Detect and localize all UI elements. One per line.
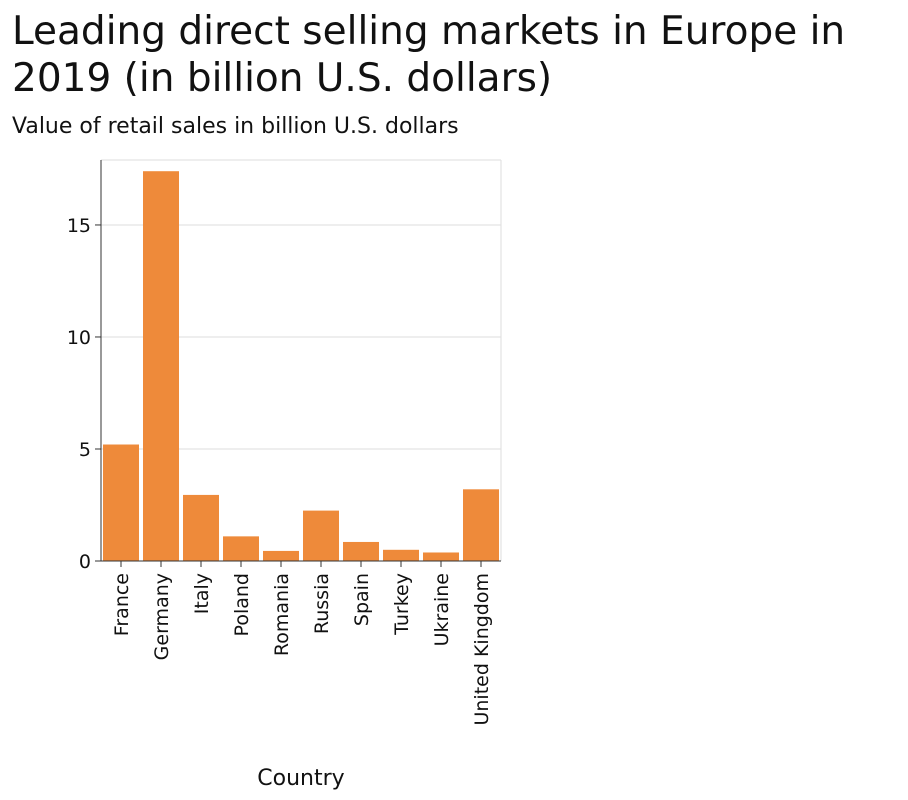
x-tick-label: Germany — [151, 573, 173, 660]
chart-title: Leading direct selling markets in Europe… — [12, 9, 846, 101]
x-tick-label: Turkey — [391, 573, 413, 636]
x-tick-label: Romania — [271, 573, 293, 656]
x-ticks: France Germany Italy Poland Romania Russia Spa… — [111, 561, 493, 726]
x-tick-label: Spain — [351, 573, 373, 626]
bar-italy — [183, 494, 219, 561]
x-tick-label: Poland — [231, 573, 253, 636]
x-tick-label: Russia — [311, 573, 333, 634]
y-tick-label: 0 — [79, 551, 91, 573]
x-tick-label: United Kingdom — [471, 573, 493, 726]
y-axis-title: Value of retail sales in billion U.S. do… — [12, 114, 459, 139]
axes — [100, 160, 501, 562]
x-tick-label: Italy — [191, 573, 213, 614]
bar-france — [103, 444, 139, 561]
bar-romania — [263, 550, 299, 561]
bar-spain — [343, 541, 379, 561]
bar-russia — [303, 510, 339, 561]
x-tick-label: France — [111, 573, 133, 636]
bar-poland — [223, 536, 259, 561]
y-ticks: 0 5 10 15 — [67, 215, 101, 573]
x-tick-label: Ukraine — [431, 573, 453, 646]
bar-germany — [143, 171, 179, 561]
bar-ukraine — [423, 552, 459, 561]
bar-united-kingdom — [463, 489, 499, 561]
bar-turkey — [383, 549, 419, 561]
x-axis-title: Country — [257, 766, 344, 791]
y-tick-label: 10 — [67, 327, 91, 349]
bars — [103, 171, 499, 561]
y-tick-label: 5 — [79, 439, 91, 461]
y-tick-label: 15 — [67, 215, 91, 237]
